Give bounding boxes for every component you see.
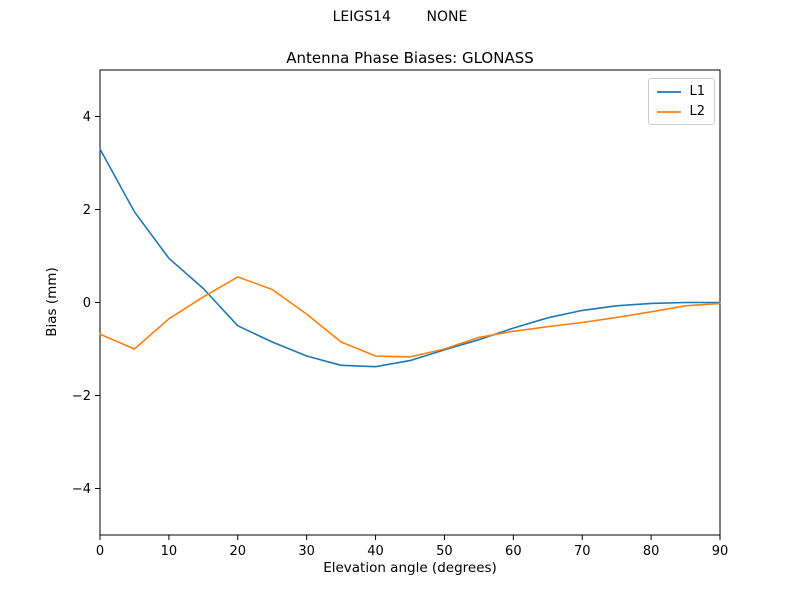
x-axis-label: Elevation angle (degrees) <box>323 560 497 576</box>
x-tick-label: 30 <box>298 544 315 559</box>
x-tick-label: 90 <box>712 544 729 559</box>
y-tick-label: −2 <box>72 389 91 404</box>
x-tick-label: 50 <box>436 544 453 559</box>
y-tick-label: −4 <box>72 482 91 497</box>
x-tick-label: 80 <box>643 544 660 559</box>
figure-suptitle: LEIGS14 NONE <box>332 9 468 25</box>
legend-entry-l2: L2 <box>656 104 705 119</box>
x-tick-label: 60 <box>505 544 522 559</box>
legend: L1 L2 <box>648 78 715 125</box>
l2-line-swatch <box>657 110 682 113</box>
x-tick-label: 0 <box>96 544 104 559</box>
series-line-l1 <box>99 148 721 368</box>
y-tick-label: 2 <box>83 203 91 218</box>
legend-entry-l1: L1 <box>656 84 705 99</box>
legend-label-l1: L1 <box>689 84 705 99</box>
axes-frame <box>99 69 721 536</box>
x-tick-label: 70 <box>574 544 591 559</box>
chart-title: Antenna Phase Biases: GLONASS <box>286 49 534 67</box>
series-line-l2 <box>99 276 721 358</box>
x-tick-label: 40 <box>367 544 384 559</box>
legend-label-l2: L2 <box>689 104 705 119</box>
l1-line-swatch <box>657 90 682 93</box>
y-tick-label: 0 <box>83 296 91 311</box>
x-tick-label: 20 <box>230 544 247 559</box>
y-tick-label: 4 <box>83 110 91 125</box>
x-tick-label: 10 <box>161 544 178 559</box>
